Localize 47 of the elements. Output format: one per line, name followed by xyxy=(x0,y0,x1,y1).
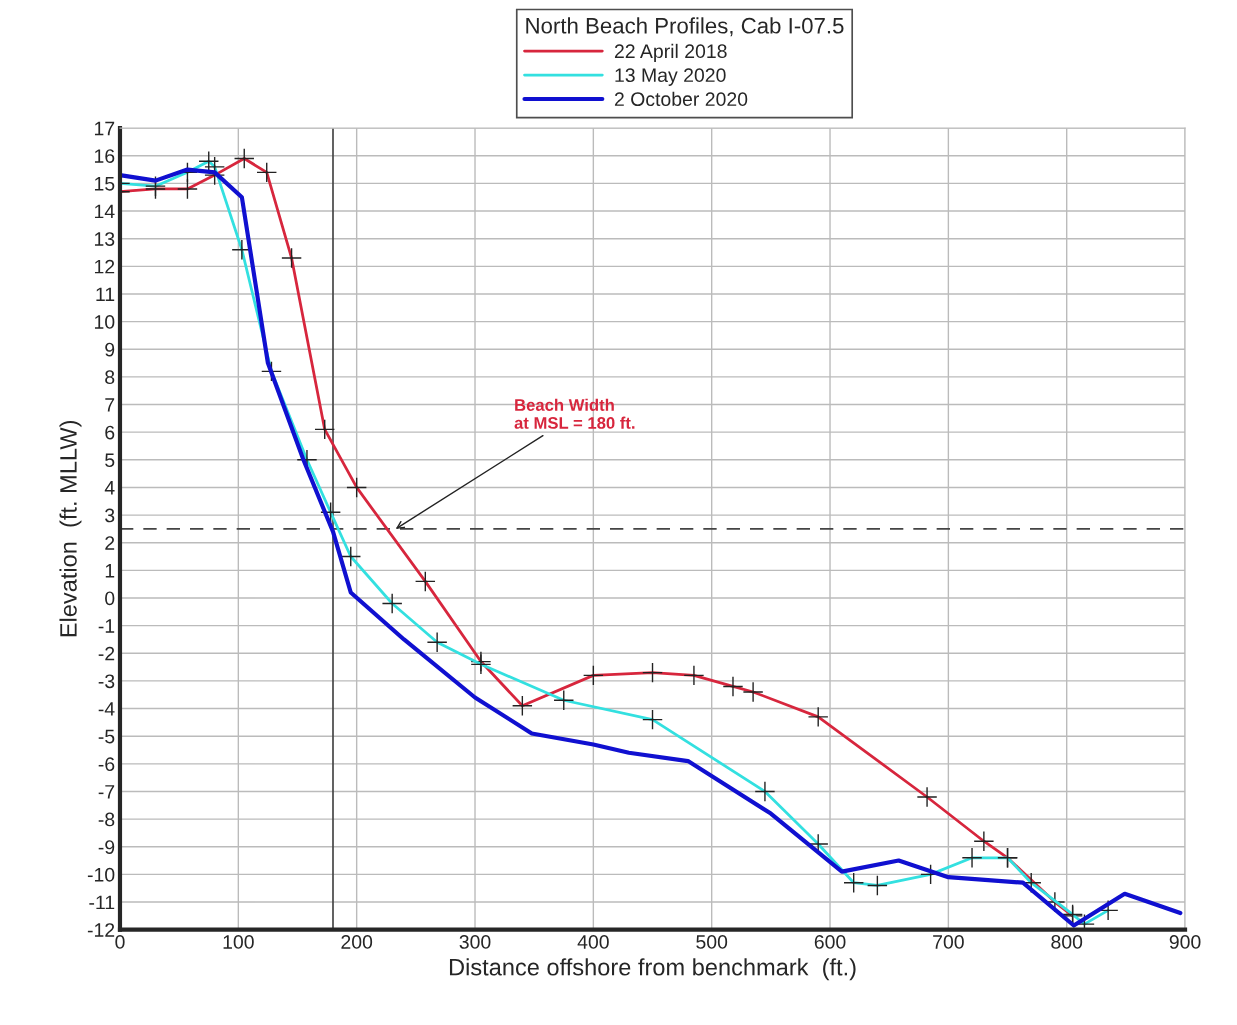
y-tick-label: -1 xyxy=(98,619,115,633)
y-tick-label: 17 xyxy=(94,121,115,136)
y-tick-label: 14 xyxy=(94,204,115,219)
y-tick-label: -8 xyxy=(98,812,115,827)
y-tick-label: 1 xyxy=(105,564,115,578)
x-tick-label: 500 xyxy=(696,935,728,949)
y-tick-label: -7 xyxy=(98,785,115,799)
x-tick-label: 0 xyxy=(115,935,125,949)
legend-label: 22 April 2018 xyxy=(614,43,727,62)
y-tick-label: -2 xyxy=(98,646,115,661)
y-tick-label: 12 xyxy=(94,259,115,274)
annotation: Beach Width at MSL = 180 ft. xyxy=(514,398,635,429)
y-tick-label: 8 xyxy=(105,370,115,385)
x-tick-label: 100 xyxy=(223,935,254,949)
y-tick-label: -6 xyxy=(98,757,115,772)
x-tick-label: 300 xyxy=(459,935,491,949)
y-tick-label: 3 xyxy=(105,508,115,523)
y-tick-label: 9 xyxy=(105,342,115,357)
y-tick-label: -5 xyxy=(98,729,115,744)
x-axis-title: Distance offshore from benchmark (ft.) xyxy=(449,958,856,981)
y-tick-label: 0 xyxy=(105,591,115,606)
y-tick-label: 10 xyxy=(94,315,115,329)
x-tick-label: 400 xyxy=(577,935,609,949)
y-tick-label: -4 xyxy=(98,702,115,716)
y-tick-label: -10 xyxy=(87,867,115,882)
y-tick-label: 5 xyxy=(105,453,115,468)
y-axis-title: Elevation (ft. MLLW) xyxy=(59,421,82,637)
y-tick-label: 6 xyxy=(105,425,115,440)
x-tick-label: 800 xyxy=(1051,935,1083,949)
y-tick-label: 4 xyxy=(104,481,115,495)
legend-label: 2 October 2020 xyxy=(614,91,748,107)
y-tick-label: 2 xyxy=(105,536,115,550)
x-tick-label: 600 xyxy=(814,935,846,949)
y-tick-label: 16 xyxy=(94,149,115,163)
y-tick-label: -12 xyxy=(87,923,115,937)
x-tick-label: 700 xyxy=(933,935,964,949)
y-tick-label: 15 xyxy=(94,177,115,191)
y-tick-label: 11 xyxy=(96,287,115,302)
y-tick-label: 7 xyxy=(105,398,115,412)
y-tick-label: -9 xyxy=(98,840,115,854)
legend-title: North Beach Profiles, Cab I-07.5 xyxy=(526,17,844,37)
legend-label: 13 May 2020 xyxy=(615,68,726,86)
y-tick-label: 13 xyxy=(94,232,115,246)
y-tick-label: -11 xyxy=(89,895,115,910)
x-tick-label: 900 xyxy=(1169,935,1201,949)
y-tick-label: -3 xyxy=(98,674,115,689)
x-tick-label: 200 xyxy=(341,935,373,949)
